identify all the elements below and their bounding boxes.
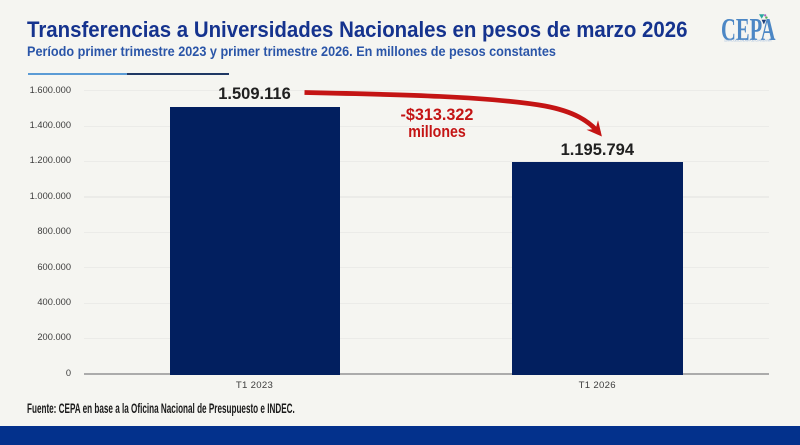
svg-text:CENTRO DE ECONOMIA POLITICA AR: CENTRO DE ECONOMIA POLITICA ARGENTINA	[724, 39, 772, 43]
